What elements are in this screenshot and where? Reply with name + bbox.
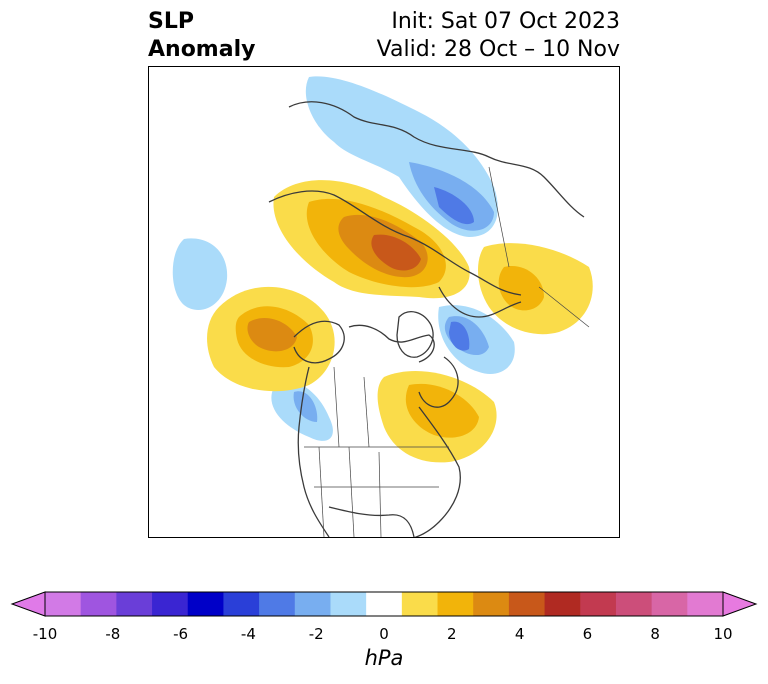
border-us-states-2	[348, 446, 355, 537]
colorbar-bin	[80, 592, 117, 616]
pos-anomaly-east-canada-2	[405, 383, 479, 438]
colorbar-bin	[651, 592, 688, 616]
anomaly-map	[172, 76, 593, 537]
colorbar-tick-label: -8	[105, 625, 121, 643]
pos-anomaly-arctic-4	[371, 234, 421, 271]
map-panel	[148, 66, 620, 538]
colorbar-bin	[45, 592, 82, 616]
pos-anomaly-alaska-3	[247, 317, 297, 352]
coastline-west-na	[297, 366, 330, 537]
colorbar-tick-label: 4	[514, 625, 525, 643]
political-borders	[304, 166, 590, 537]
neg-anomaly-pacific	[172, 238, 228, 310]
colorbar-bin	[473, 592, 510, 616]
valid-date-label: Valid: 28 Oct – 10 Nov	[376, 37, 620, 62]
colorbar-extend-min	[10, 591, 46, 617]
neg-anomaly-baltic-core	[434, 187, 474, 225]
colorbar-bin	[508, 592, 546, 616]
border-us-states-3	[378, 451, 382, 537]
coastline-eurasia-north	[288, 101, 585, 218]
coastline-russia-arctic	[268, 190, 522, 296]
coastline-alaska	[293, 320, 345, 364]
colorbar-tick-label: 0	[379, 625, 389, 643]
colorbar-bin	[687, 592, 724, 616]
border-canada-prov-2	[363, 376, 370, 448]
title-line-2: Anomaly	[148, 37, 256, 62]
colorbar-bin	[259, 592, 296, 616]
colorbar-bin	[615, 592, 653, 616]
colorbar-tick-label: -4	[240, 625, 256, 643]
colorbar-bin	[544, 592, 581, 616]
colorbar-bin	[401, 592, 439, 616]
coastline-gulf	[328, 506, 415, 537]
colorbar-tick-label: -6	[173, 625, 189, 643]
colorbar-bin	[437, 592, 474, 616]
coastlines	[268, 101, 585, 537]
title-line-1: SLP	[148, 9, 194, 34]
colorbar-tick-label: -2	[308, 625, 324, 643]
colorbar-bins	[45, 592, 724, 616]
pos-anomaly-russia-2	[498, 266, 544, 311]
colorbar-extend-max	[722, 591, 758, 617]
coastline-greenland	[396, 311, 434, 358]
plot-title-dates: Init: Sat 07 Oct 2023 Valid: 28 Oct – 10…	[377, 8, 620, 64]
colorbar-bin	[116, 592, 153, 616]
plot-title-variable: SLP Anomaly	[148, 8, 255, 64]
colorbar-outline	[44, 591, 724, 617]
border-kazakhstan	[538, 286, 590, 328]
colorbar-bin	[223, 592, 260, 616]
colorbar-bin	[294, 592, 331, 616]
colorbar-bin	[187, 592, 224, 616]
coastline-east-na	[414, 406, 461, 537]
positive-anomaly-contours	[207, 180, 593, 463]
colorbar	[10, 591, 758, 617]
init-date-label: Init: Sat 07 Oct 2023	[391, 9, 620, 34]
colorbar-tick-label: 8	[650, 625, 660, 643]
border-canada-prov-1	[333, 366, 340, 448]
colorbar-tick-label: 10	[713, 625, 733, 643]
colorbar-tick-label: -10	[32, 625, 58, 643]
border-us-states-1	[318, 446, 325, 537]
colorbar-bin	[366, 592, 403, 616]
coastline-canada-arctic	[348, 324, 435, 363]
colorbar-bin	[330, 592, 367, 616]
colorbar-tick-label: 2	[447, 625, 457, 643]
neg-anomaly-hudson-core	[449, 321, 470, 351]
coastline-hudson-bay	[418, 356, 459, 408]
border-russia	[488, 166, 510, 268]
colorbar-bin	[152, 592, 189, 616]
neg-anomaly-westcoast-2	[293, 391, 318, 422]
colorbar-bin	[580, 592, 617, 616]
colorbar-tick-label: 6	[582, 625, 593, 643]
colorbar-unit-label: hPa	[364, 646, 404, 670]
coastline-siberia	[438, 286, 522, 318]
